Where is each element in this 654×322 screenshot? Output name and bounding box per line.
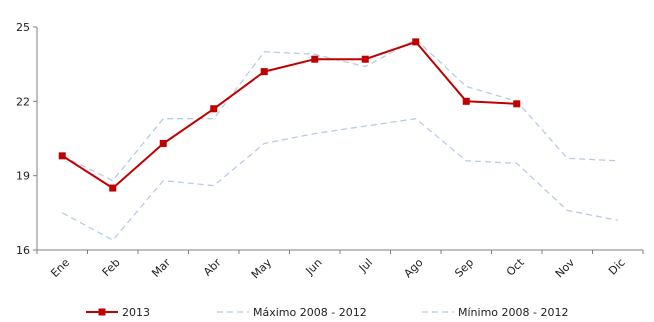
series-1 (62, 38, 618, 182)
x-tick-label: Feb (100, 256, 123, 279)
legend-item-1: Máximo 2008 - 2012 (217, 306, 367, 319)
data-point-marker (412, 38, 420, 46)
data-point-marker (311, 55, 319, 63)
y-tick-label: 25 (16, 21, 30, 34)
data-point-marker (210, 105, 218, 113)
legend-item-0: 2013 (86, 306, 150, 319)
legend-label: Máximo 2008 - 2012 (253, 306, 367, 319)
series-line (61, 40, 517, 190)
series-line (61, 118, 618, 241)
data-point-marker (513, 100, 521, 108)
y-tick-label: 16 (16, 244, 30, 257)
x-tick-label: Jun (303, 256, 325, 278)
legend-item-2: Mínimo 2008 - 2012 (422, 306, 568, 319)
x-tick-label: Sep (452, 256, 476, 280)
x-tick-label: Jul (356, 256, 375, 275)
legend-label: 2013 (122, 306, 150, 319)
x-tick-label: Oct (504, 256, 527, 279)
series-0 (58, 38, 521, 192)
x-tick-label: May (249, 256, 275, 282)
data-point-marker (462, 97, 470, 105)
x-tick-label: Ago (401, 256, 425, 280)
x-tick-label: Abr (201, 256, 224, 279)
data-point-marker (159, 139, 167, 147)
y-tick-label: 22 (16, 95, 30, 108)
data-point-marker (260, 68, 268, 76)
x-tick-label: Ene (48, 256, 72, 280)
x-tick-label: Nov (553, 256, 578, 281)
series-2 (61, 118, 618, 241)
data-point-marker (109, 184, 117, 192)
data-point-marker (58, 152, 66, 160)
legend-marker (98, 308, 106, 316)
series-line (62, 38, 618, 182)
series-layer (58, 38, 618, 241)
legend: 2013 Máximo 2008 - 2012 Mínimo 2008 - 2012 (86, 306, 568, 319)
x-tick-label: Mar (149, 256, 173, 280)
data-point-marker (361, 55, 369, 63)
legend-label: Mínimo 2008 - 2012 (458, 306, 568, 319)
x-tick-label: Dic (606, 256, 628, 278)
y-tick-label: 19 (16, 170, 30, 183)
